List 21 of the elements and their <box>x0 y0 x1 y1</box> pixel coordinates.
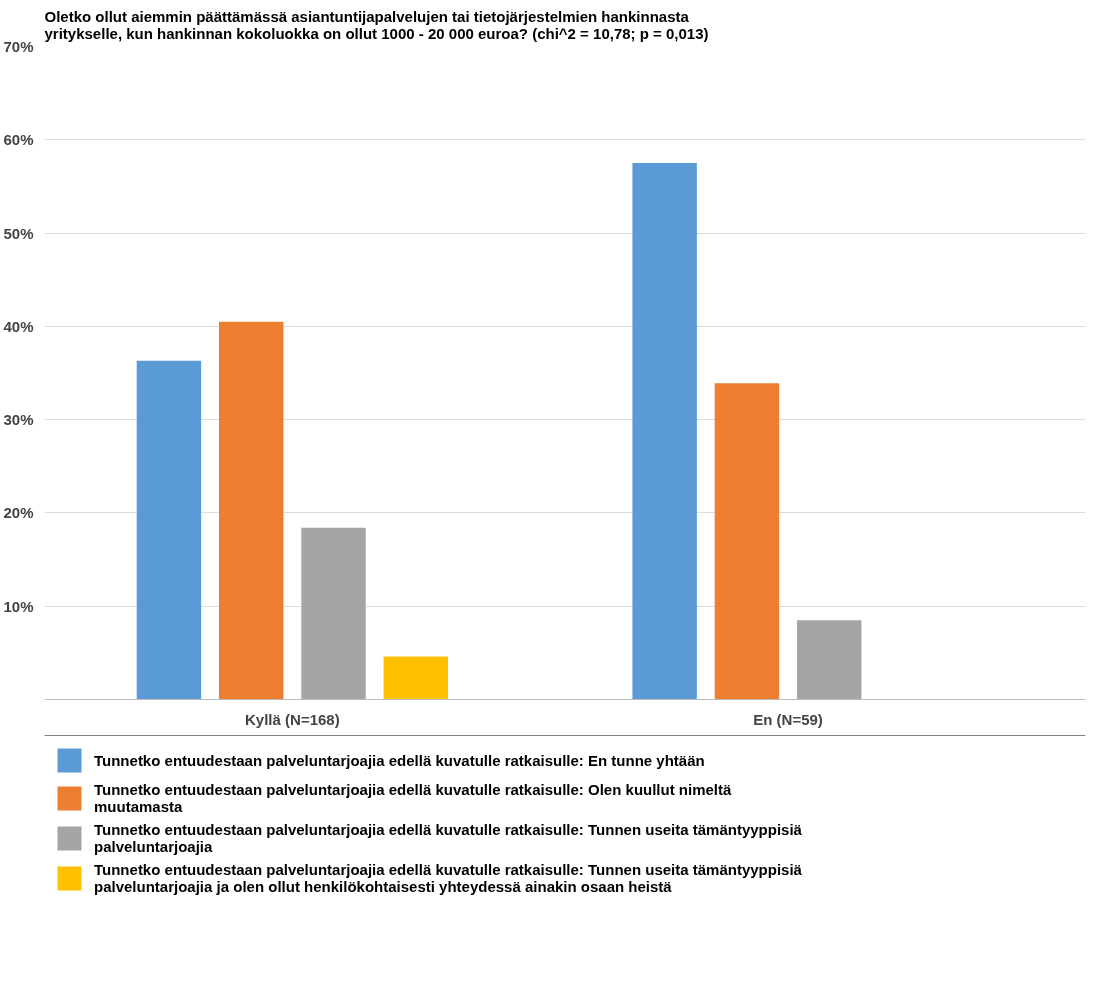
x-tick-label: En (N=59) <box>753 710 823 728</box>
bar <box>383 656 449 700</box>
legend-label: Tunnetko entuudestaan palveluntarjoajia edellä kuvatulle ratkaisulle: Olen kuullut nimeltä muutamasta <box>94 781 732 815</box>
y-tick-label: 70% <box>3 38 34 55</box>
bar <box>136 360 202 700</box>
legend-label: Tunnetko entuudestaan palveluntarjoajia edellä kuvatulle ratkaisulle: Tunnen useita tämäntyyppisiä palveluntarjoajia ja olen ollut henkilökohtaisesti yhteydessä ainakin osaan heistä <box>94 861 802 895</box>
chart-title: Oletko ollut aiemmin päättämässä asiantuntijapalvelujen tai tietojärjestelmien hankinnasta yritykselle, kun hankinnan kokoluokka on ollut 1000 - 20 000 euroa? (chi^2 = 10,78; p = 0,013) <box>44 7 709 42</box>
bar <box>796 620 862 700</box>
bar <box>632 163 697 700</box>
y-tick-label: 10% <box>3 597 34 615</box>
bar <box>218 321 284 700</box>
bar <box>301 527 366 700</box>
y-tick-label: 50% <box>3 224 34 242</box>
y-tick-label: 40% <box>3 317 34 335</box>
x-tick-label: Kyllä (N=168) <box>245 710 340 728</box>
bar <box>714 383 780 700</box>
y-tick-label: 20% <box>3 504 34 522</box>
y-tick-label: 30% <box>3 411 34 429</box>
y-tick-label: 60% <box>3 131 34 149</box>
legend-label: Tunnetko entuudestaan palveluntarjoajia edellä kuvatulle ratkaisulle: Tunnen useita tämäntyyppisiä palveluntarjoajia <box>94 821 802 855</box>
legend-label: Tunnetko entuudestaan palveluntarjoajia edellä kuvatulle ratkaisulle: En tunne yhtään <box>94 750 705 770</box>
